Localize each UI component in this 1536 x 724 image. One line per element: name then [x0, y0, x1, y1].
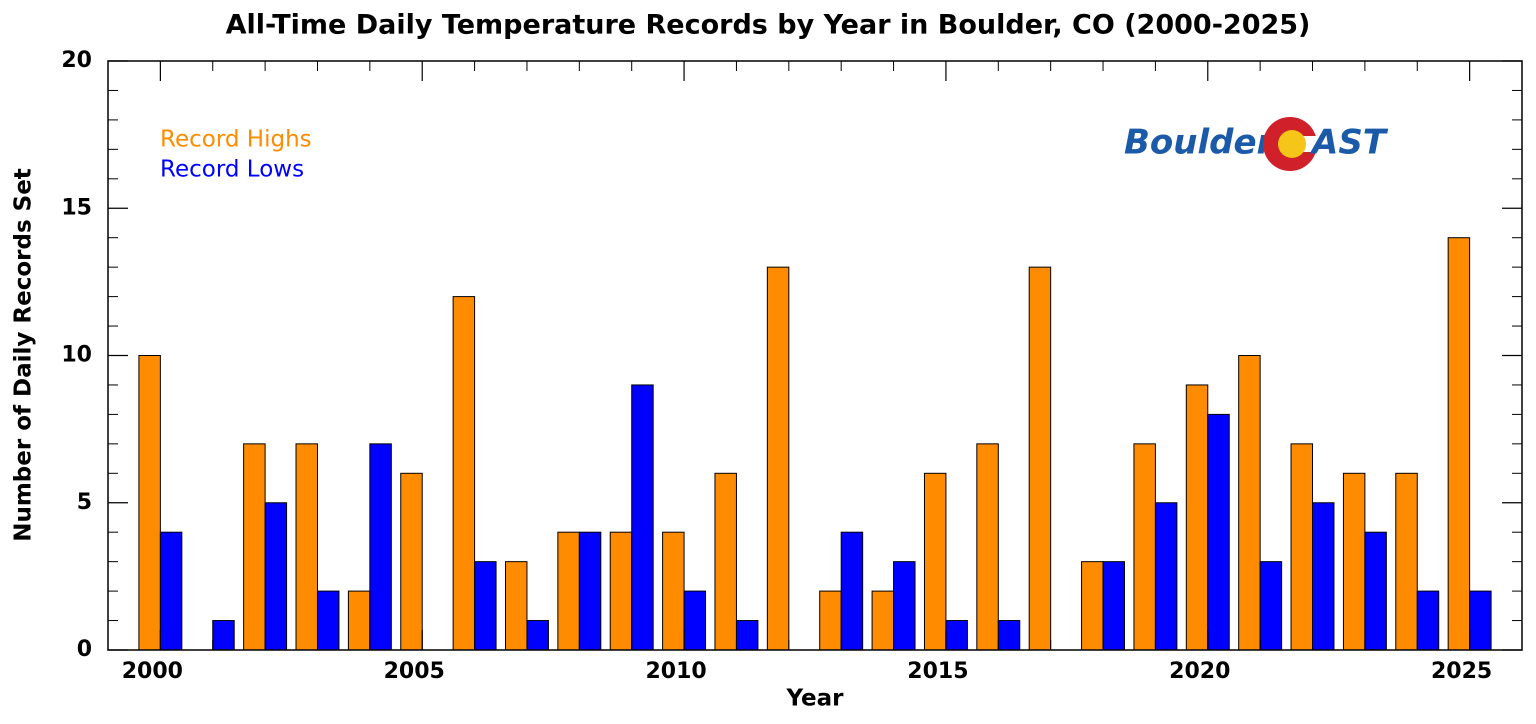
bar: [714, 472, 737, 651]
bar: [735, 620, 759, 651]
bar: [295, 443, 318, 651]
bar: [212, 620, 235, 651]
y-axis-label: Number of Daily Records Set: [11, 168, 37, 542]
bar: [1102, 561, 1126, 651]
bar: [1312, 502, 1335, 651]
logo-sun: [1278, 130, 1306, 158]
bar: [1447, 237, 1471, 651]
x-tick-label: 2005: [384, 659, 445, 684]
x-tick-label: 2025: [1431, 659, 1492, 684]
bar: [1185, 384, 1209, 651]
x-tick-label: 2015: [907, 659, 968, 684]
bar: [662, 531, 685, 651]
plot-frame: [107, 60, 1523, 651]
bar: [893, 561, 916, 651]
bar: [526, 620, 549, 651]
bar: [766, 266, 790, 651]
legend-entry: Record Highs: [160, 127, 312, 153]
bar: [264, 502, 288, 651]
bar: [1469, 590, 1492, 651]
bar: [1342, 472, 1366, 651]
bar: [1238, 355, 1261, 651]
bar: [840, 531, 864, 651]
bar: [871, 590, 895, 651]
bar: [819, 590, 842, 651]
bar: [347, 590, 371, 651]
bar: [1416, 590, 1440, 651]
bar: [923, 472, 947, 651]
y-tick-label: 0: [77, 637, 92, 662]
bar: [400, 472, 423, 651]
bar: [631, 384, 654, 651]
chart-title: All-Time Daily Temperature Records by Ye…: [226, 10, 1311, 41]
bar: [683, 590, 707, 651]
bar: [369, 443, 392, 651]
logo: Boulder AST: [1124, 117, 1389, 171]
logo-text: AST: [1309, 123, 1389, 163]
bar: [474, 561, 497, 651]
x-tick-label: 2010: [645, 659, 706, 684]
bar: [609, 531, 633, 651]
bar: [316, 590, 340, 651]
x-axis-label: Year: [785, 686, 844, 712]
bar: [1133, 443, 1156, 651]
bar: [1259, 561, 1283, 651]
bar: [945, 620, 968, 651]
y-tick-label: 5: [77, 490, 92, 515]
bar: [997, 620, 1021, 651]
x-tick-label: 2020: [1169, 659, 1230, 684]
bar: [159, 531, 183, 651]
bar: [1028, 266, 1052, 651]
bar: [1081, 561, 1104, 651]
bar: [1364, 531, 1387, 651]
bar: [138, 355, 161, 651]
logo-text: Boulder: [1124, 123, 1276, 163]
bar: [557, 531, 580, 651]
x-tick-label: 2000: [122, 659, 183, 684]
bar: [452, 296, 476, 651]
bar: [578, 531, 602, 651]
y-tick-label: 10: [61, 343, 92, 368]
y-tick-label: 15: [61, 195, 92, 220]
bar: [243, 443, 266, 651]
bar: [504, 561, 528, 651]
bar: [1154, 502, 1178, 651]
bar: [1395, 472, 1418, 651]
bar: [976, 443, 999, 651]
legend-entry: Record Lows: [160, 157, 304, 183]
bar: [1207, 413, 1230, 651]
y-tick-label: 20: [61, 48, 92, 73]
bar: [1290, 443, 1314, 651]
